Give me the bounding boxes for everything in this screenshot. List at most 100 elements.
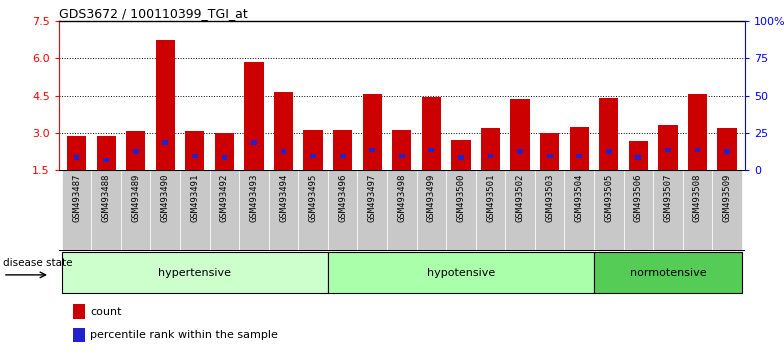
Bar [606, 149, 612, 154]
Text: GSM493492: GSM493492 [220, 174, 229, 222]
Bar [724, 149, 730, 154]
Text: GSM493493: GSM493493 [249, 174, 259, 222]
Bar [74, 155, 79, 160]
Bar [156, 40, 175, 170]
Bar [328, 170, 358, 250]
Bar [623, 170, 653, 250]
Text: GSM493489: GSM493489 [131, 174, 140, 222]
Bar [103, 158, 109, 162]
Text: GSM493490: GSM493490 [161, 174, 170, 222]
Text: GSM493500: GSM493500 [456, 174, 466, 222]
Bar [363, 95, 382, 170]
Bar [399, 154, 405, 158]
Bar [452, 140, 470, 170]
Bar [132, 149, 139, 154]
Bar [251, 140, 257, 145]
Text: GSM493491: GSM493491 [191, 174, 199, 222]
Bar [274, 92, 293, 170]
Bar [303, 130, 323, 170]
Text: GSM493503: GSM493503 [545, 174, 554, 222]
Text: GSM493488: GSM493488 [102, 174, 111, 222]
Bar [151, 170, 180, 250]
Text: GSM493506: GSM493506 [633, 174, 643, 222]
Bar [570, 127, 589, 170]
Bar [387, 170, 416, 250]
Bar [683, 170, 713, 250]
Bar [599, 98, 619, 170]
Bar [488, 154, 493, 158]
Bar [665, 148, 671, 152]
Bar [416, 170, 446, 250]
Bar [429, 148, 434, 152]
Bar [162, 140, 168, 145]
Bar [713, 170, 742, 250]
Bar [392, 130, 412, 170]
Bar [310, 154, 316, 158]
Bar [458, 155, 464, 160]
Bar [659, 125, 677, 170]
Text: GSM493501: GSM493501 [486, 174, 495, 222]
Bar [281, 149, 286, 154]
Bar [269, 170, 298, 250]
Bar [369, 148, 375, 152]
Text: hypertensive: hypertensive [158, 268, 231, 278]
Bar [62, 170, 91, 250]
Text: GSM493509: GSM493509 [723, 174, 731, 222]
Bar [91, 170, 121, 250]
Text: disease state: disease state [3, 258, 72, 268]
Bar [695, 148, 700, 152]
Bar [481, 128, 500, 170]
Bar [688, 95, 707, 170]
Bar [209, 170, 239, 250]
Bar [594, 252, 742, 293]
Bar [121, 170, 151, 250]
Bar [180, 170, 209, 250]
Bar [594, 170, 623, 250]
Bar [185, 131, 205, 170]
Text: GSM493507: GSM493507 [663, 174, 673, 222]
Text: GSM493497: GSM493497 [368, 174, 377, 222]
Bar [222, 155, 227, 160]
Bar [328, 252, 594, 293]
Bar [546, 154, 553, 158]
Text: GSM493496: GSM493496 [338, 174, 347, 222]
Text: GSM493504: GSM493504 [575, 174, 584, 222]
Bar [67, 136, 86, 170]
Bar [72, 328, 85, 342]
Bar [535, 170, 564, 250]
Text: GSM493499: GSM493499 [426, 174, 436, 222]
Bar [339, 154, 346, 158]
Bar [215, 133, 234, 170]
Bar [126, 131, 145, 170]
Bar [358, 170, 387, 250]
Bar [62, 252, 328, 293]
Text: count: count [90, 307, 122, 316]
Bar [245, 62, 263, 170]
Text: GSM493495: GSM493495 [309, 174, 318, 222]
Text: GSM493487: GSM493487 [72, 174, 81, 222]
Bar [506, 170, 535, 250]
Text: GSM493502: GSM493502 [516, 174, 524, 222]
Bar [510, 99, 530, 170]
Text: normotensive: normotensive [630, 268, 706, 278]
Text: GSM493498: GSM493498 [397, 174, 406, 222]
Bar [446, 170, 476, 250]
Bar [653, 170, 683, 250]
Bar [239, 170, 269, 250]
Bar [576, 154, 582, 158]
Bar [96, 136, 116, 170]
Text: hypotensive: hypotensive [426, 268, 495, 278]
Bar [629, 141, 648, 170]
Bar [717, 128, 737, 170]
Bar [540, 133, 559, 170]
Bar [476, 170, 506, 250]
Bar [636, 155, 641, 160]
Bar [422, 97, 441, 170]
Text: GSM493494: GSM493494 [279, 174, 288, 222]
Bar [298, 170, 328, 250]
Bar [72, 304, 85, 319]
Text: GDS3672 / 100110399_TGI_at: GDS3672 / 100110399_TGI_at [59, 7, 248, 20]
Text: percentile rank within the sample: percentile rank within the sample [90, 330, 278, 340]
Text: GSM493508: GSM493508 [693, 174, 702, 222]
Text: GSM493505: GSM493505 [604, 174, 613, 222]
